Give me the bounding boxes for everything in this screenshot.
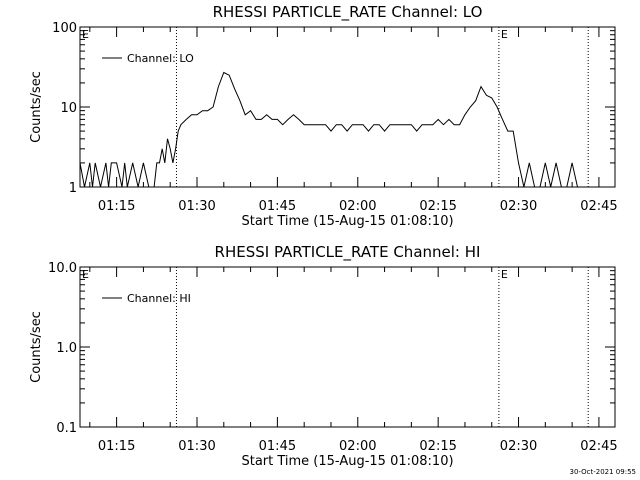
x-tick-label: 02:00 bbox=[339, 439, 376, 454]
x-axis-label: Start Time (15-Aug-15 01:08:10) bbox=[241, 214, 453, 229]
marker-label: E bbox=[501, 268, 508, 281]
x-tick-label: 02:30 bbox=[500, 199, 537, 214]
timestamp-footer: 30-Oct-2021 09:55 bbox=[570, 468, 636, 476]
chart-panel-2: RHESSI PARTICLE_RATE Channel: HI Counts/s… bbox=[29, 243, 618, 469]
y-axis-label: Counts/sec bbox=[29, 311, 44, 383]
y-tick-label: 10 bbox=[60, 101, 77, 116]
y-axis-label: Counts/sec bbox=[29, 71, 44, 143]
y-tick-label: 1.0 bbox=[56, 341, 77, 356]
chart-title: RHESSI PARTICLE_RATE Channel: HI bbox=[215, 243, 481, 262]
y-tick-label: 100 bbox=[52, 21, 77, 36]
x-tick-label: 01:15 bbox=[98, 199, 135, 214]
x-tick-label: 02:00 bbox=[339, 199, 376, 214]
x-tick-label: 01:15 bbox=[98, 439, 135, 454]
x-tick-label: 02:15 bbox=[419, 199, 456, 214]
series-line bbox=[79, 71, 615, 188]
chart-panel-1: RHESSI PARTICLE_RATE Channel: LO Counts/s… bbox=[29, 3, 618, 229]
y-tick-label: 1 bbox=[69, 181, 77, 196]
x-tick-label: 02:15 bbox=[419, 439, 456, 454]
corner-marker-label: E bbox=[82, 268, 89, 281]
x-tick-label: 02:30 bbox=[500, 439, 537, 454]
legend-label: Channel: HI bbox=[127, 292, 191, 305]
x-axis-label: Start Time (15-Aug-15 01:08:10) bbox=[241, 454, 453, 469]
x-tick-label: 02:45 bbox=[580, 439, 617, 454]
x-tick-label: 01:30 bbox=[178, 199, 215, 214]
y-tick-label: 10.0 bbox=[48, 261, 77, 276]
x-tick-label: 01:45 bbox=[259, 439, 296, 454]
x-tick-label: 01:45 bbox=[259, 199, 296, 214]
y-tick-label: 0.1 bbox=[56, 421, 77, 436]
chart-title: RHESSI PARTICLE_RATE Channel: LO bbox=[213, 3, 483, 22]
x-tick-label: 02:45 bbox=[580, 199, 617, 214]
corner-marker-label: E bbox=[82, 28, 89, 41]
legend-label: Channel: LO bbox=[127, 52, 194, 65]
marker-label: E bbox=[501, 28, 508, 41]
x-tick-label: 01:30 bbox=[178, 439, 215, 454]
